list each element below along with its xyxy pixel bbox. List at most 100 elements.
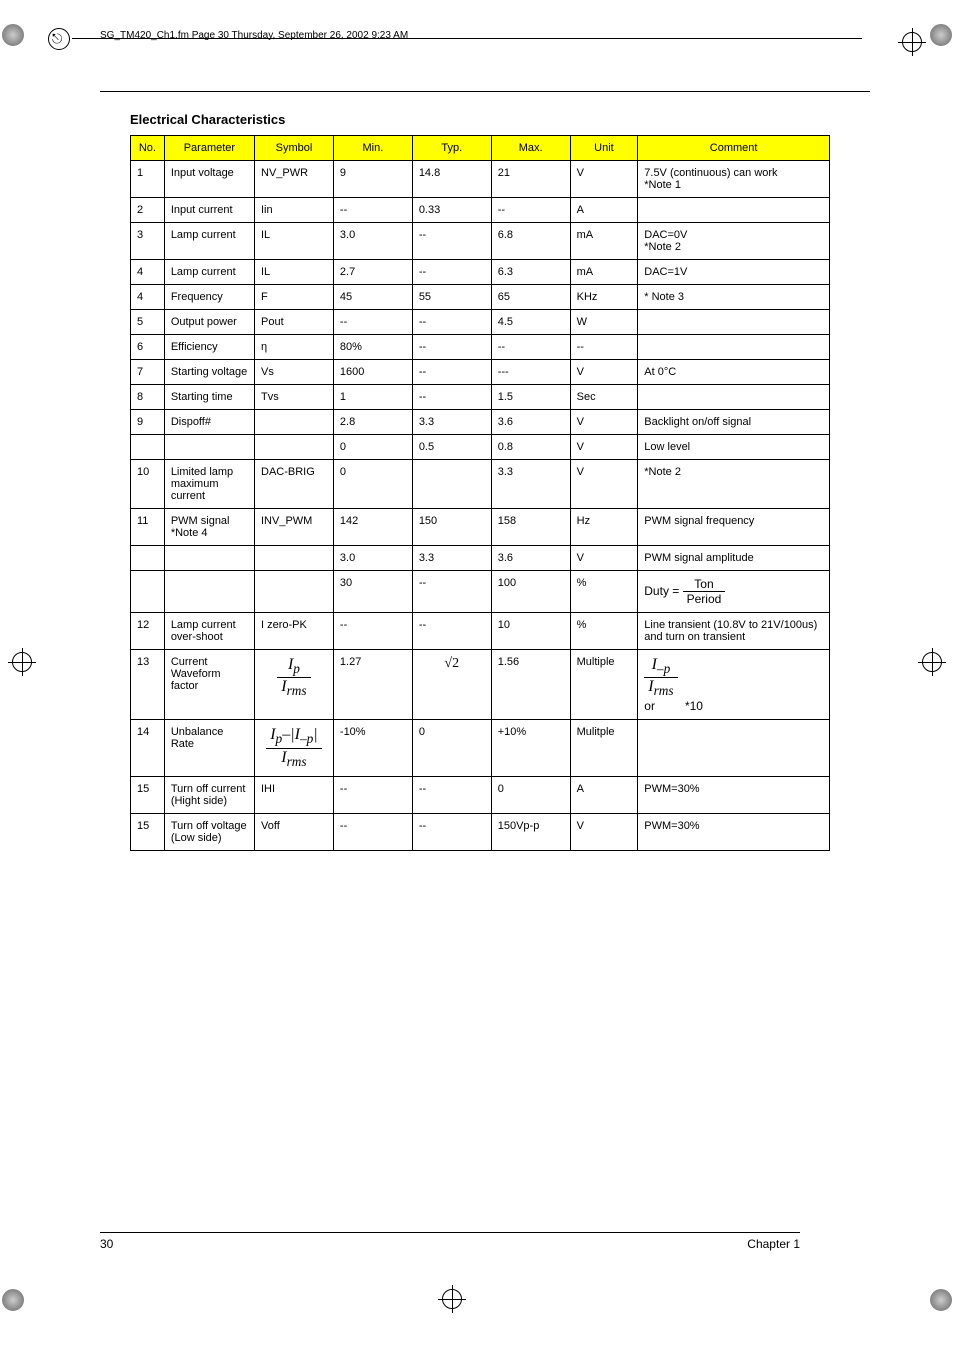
cell-typ: 55 <box>412 285 491 310</box>
cell-param: Input voltage <box>164 161 254 198</box>
cell-max: 158 <box>491 509 570 546</box>
book-icon <box>48 28 70 50</box>
cell-max: 1.5 <box>491 385 570 410</box>
cell-param: Output power <box>164 310 254 335</box>
cell-param: Frequency <box>164 285 254 310</box>
cell-param: Lamp current over-shoot <box>164 613 254 650</box>
cell-comment: PWM signal frequency <box>638 509 830 546</box>
page-content: SG_TM420_Ch1.fm Page 30 Thursday, Septem… <box>100 30 870 851</box>
cell-min: 3.0 <box>333 546 412 571</box>
cell-unit: V <box>570 460 638 509</box>
cell-max: 6.8 <box>491 223 570 260</box>
cell-min: 1600 <box>333 360 412 385</box>
cell-unit: V <box>570 360 638 385</box>
cell-comment: 7.5V (continuous) can work*Note 1 <box>638 161 830 198</box>
cell-max: +10% <box>491 720 570 776</box>
cell-max: 3.3 <box>491 460 570 509</box>
cell-max: 6.3 <box>491 260 570 285</box>
cell-unit: Sec <box>570 385 638 410</box>
cell-param: Turn off voltage (Low side) <box>164 813 254 850</box>
section-title: Electrical Characteristics <box>130 112 870 127</box>
register-mark <box>900 30 924 54</box>
cell-comment: DAC=1V <box>638 260 830 285</box>
table-row: 2Input currentIin--0.33--A <box>131 198 830 223</box>
cell-no: 15 <box>131 813 165 850</box>
cell-comment <box>638 720 830 776</box>
table-row: 13Current Waveform factorIpIrms1.27√21.5… <box>131 650 830 720</box>
table-row: 5Output powerPout----4.5W <box>131 310 830 335</box>
cell-max: 21 <box>491 161 570 198</box>
cell-typ: 3.3 <box>412 410 491 435</box>
cell-unit: mA <box>570 223 638 260</box>
cell-unit: A <box>570 776 638 813</box>
cell-typ: -- <box>412 813 491 850</box>
table-row: 30--100%Duty = TonPeriod <box>131 571 830 613</box>
cell-param: Lamp current <box>164 223 254 260</box>
cell-param: Dispoff# <box>164 410 254 435</box>
cell-min: -10% <box>333 720 412 776</box>
cell-sym: η <box>255 335 334 360</box>
characteristics-table: No. Parameter Symbol Min. Typ. Max. Unit… <box>130 135 830 851</box>
cell-typ: √2 <box>412 650 491 720</box>
cell-no: 4 <box>131 260 165 285</box>
cell-sym: IHI <box>255 776 334 813</box>
cell-no: 11 <box>131 509 165 546</box>
cell-min: -- <box>333 613 412 650</box>
table-row: 10Limited lamp maximum currentDAC-BRIG03… <box>131 460 830 509</box>
table-row: 15Turn off current (Hight side)IHI----0A… <box>131 776 830 813</box>
cell-param: Starting time <box>164 385 254 410</box>
cell-max: --- <box>491 360 570 385</box>
cell-min: 9 <box>333 161 412 198</box>
cell-sym <box>255 571 334 613</box>
cell-min: 2.7 <box>333 260 412 285</box>
page-footer: 30 Chapter 1 <box>100 1232 800 1251</box>
cell-typ: -- <box>412 260 491 285</box>
page-number: 30 <box>100 1237 113 1251</box>
cell-typ: 3.3 <box>412 546 491 571</box>
cell-typ: -- <box>412 223 491 260</box>
cell-sym <box>255 546 334 571</box>
cell-min: -- <box>333 198 412 223</box>
cell-param: Starting voltage <box>164 360 254 385</box>
cell-no: 3 <box>131 223 165 260</box>
cell-typ: 0.5 <box>412 435 491 460</box>
cell-typ: -- <box>412 613 491 650</box>
cell-param: Lamp current <box>164 260 254 285</box>
cell-comment: Backlight on/off signal <box>638 410 830 435</box>
cell-typ: -- <box>412 360 491 385</box>
cell-no: 8 <box>131 385 165 410</box>
cell-sym: INV_PWM <box>255 509 334 546</box>
cell-comment: DAC=0V*Note 2 <box>638 223 830 260</box>
cell-typ: -- <box>412 335 491 360</box>
cell-sym: DAC-BRIG <box>255 460 334 509</box>
cell-unit: % <box>570 571 638 613</box>
cell-min: 80% <box>333 335 412 360</box>
cell-param <box>164 571 254 613</box>
table-row: 12Lamp current over-shootI zero-PK----10… <box>131 613 830 650</box>
cell-comment <box>638 310 830 335</box>
cell-comment: PWM signal amplitude <box>638 546 830 571</box>
cell-typ <box>412 460 491 509</box>
cell-unit: W <box>570 310 638 335</box>
cell-unit: Multiple <box>570 650 638 720</box>
cell-unit: mA <box>570 260 638 285</box>
table-row: 3.03.33.6VPWM signal amplitude <box>131 546 830 571</box>
cell-max: 65 <box>491 285 570 310</box>
cell-no: 4 <box>131 285 165 310</box>
cell-sym: IL <box>255 223 334 260</box>
table-row: 00.50.8VLow level <box>131 435 830 460</box>
table-row: 11PWM signal *Note 4INV_PWM142150158HzPW… <box>131 509 830 546</box>
cell-no: 12 <box>131 613 165 650</box>
cell-comment: At 0°C <box>638 360 830 385</box>
table-row: 6Efficiencyη80%------ <box>131 335 830 360</box>
cell-max: 4.5 <box>491 310 570 335</box>
col-comment: Comment <box>638 136 830 161</box>
cell-max: -- <box>491 335 570 360</box>
cell-max: 100 <box>491 571 570 613</box>
cell-unit: V <box>570 813 638 850</box>
cell-unit: -- <box>570 335 638 360</box>
cell-sym: IpIrms <box>255 650 334 720</box>
cell-min: 0 <box>333 435 412 460</box>
cell-typ: 0 <box>412 720 491 776</box>
cell-sym: Vs <box>255 360 334 385</box>
